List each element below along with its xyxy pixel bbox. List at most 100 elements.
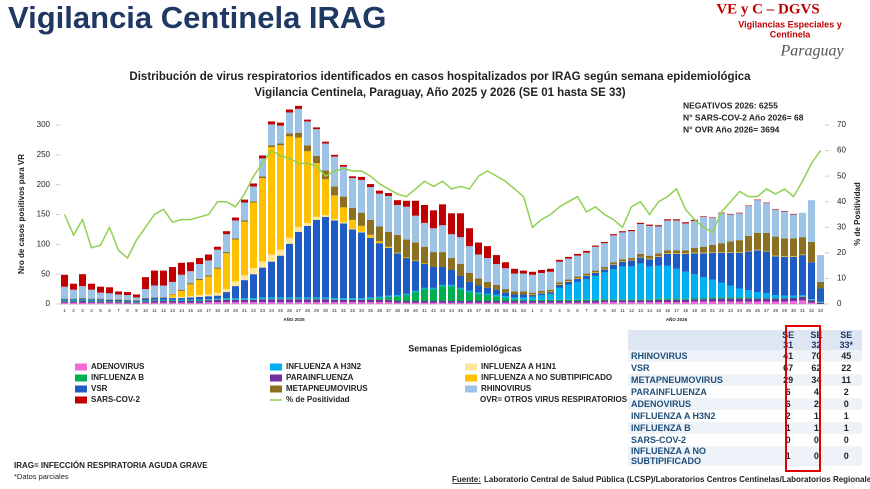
y2-tick-label: 20 — [837, 248, 846, 257]
x-tick-label: 19 — [224, 308, 230, 313]
bar-segment — [259, 261, 266, 268]
bar-segment — [313, 156, 320, 164]
bar-segment — [160, 299, 167, 301]
bar-segment — [259, 158, 266, 177]
bar-segment — [511, 268, 518, 274]
x-tick-label: 31 — [800, 308, 806, 313]
bar-segment — [700, 252, 707, 254]
bar-segment — [457, 301, 464, 303]
footnote: IRAG= INFECCIÓN RESPIRATORIA AGUDA GRAVE — [14, 461, 208, 470]
bar-segment — [214, 299, 221, 303]
bar-segment — [466, 246, 473, 273]
bar-segment — [241, 280, 248, 299]
bar-segment — [394, 234, 401, 253]
bar-segment — [151, 302, 158, 304]
bar-segment — [349, 299, 356, 300]
bar-segment — [142, 302, 149, 304]
bar-segment — [331, 186, 338, 196]
bar-segment — [277, 302, 284, 304]
bar-segment — [295, 137, 302, 228]
bar-segment — [673, 298, 680, 300]
bar-segment — [340, 166, 347, 197]
bar-segment — [151, 300, 158, 302]
bar-segment — [691, 252, 698, 254]
bar-segment — [79, 299, 86, 301]
bar-segment — [412, 260, 419, 262]
bar-segment — [349, 176, 356, 179]
bar-segment — [259, 302, 266, 304]
bar-segment — [466, 292, 473, 302]
bar-segment — [817, 288, 824, 302]
bar-segment — [376, 241, 383, 244]
bar-segment — [232, 238, 239, 240]
bar-segment — [313, 298, 320, 300]
bar-segment — [205, 254, 212, 261]
x-tick-label: 30 — [791, 308, 797, 313]
bar-segment — [556, 259, 563, 262]
bar-segment — [538, 295, 545, 300]
bar-segment — [142, 300, 149, 302]
bar-segment — [205, 299, 212, 300]
bar-segment — [556, 287, 563, 300]
bar-segment — [277, 255, 284, 298]
bar-segment — [637, 222, 644, 225]
bar-segment — [502, 268, 509, 290]
bar-segment — [700, 298, 707, 300]
bar-segment — [754, 298, 761, 302]
bar-segment — [340, 299, 347, 303]
bar-segment — [187, 301, 194, 303]
bar-segment — [259, 178, 266, 262]
bar-segment — [367, 187, 374, 220]
bar-segment — [457, 275, 464, 288]
x-tick-label: 5 — [99, 308, 102, 313]
bar-segment — [430, 210, 437, 229]
bar-segment — [196, 296, 203, 300]
bar-segment — [313, 219, 320, 298]
bar-segment — [628, 266, 635, 300]
bar-segment — [403, 258, 410, 294]
bar-segment — [250, 186, 257, 202]
bar-segment — [250, 201, 257, 203]
bar-segment — [646, 258, 653, 260]
bar-segment — [538, 290, 545, 293]
x-tick-label: 42 — [431, 308, 437, 313]
x-tick-label: 4 — [558, 308, 561, 313]
bar-segment — [97, 301, 104, 303]
bar-segment — [610, 234, 617, 236]
logo-subtitle: Vigilancias Especiales y — [738, 19, 841, 29]
bar-segment — [367, 302, 374, 304]
bar-segment — [439, 267, 446, 285]
bar-segment — [367, 219, 374, 235]
bar-segment — [214, 246, 221, 250]
bar-segment — [754, 199, 761, 201]
x-tick-label: 29 — [782, 308, 788, 313]
bar-segment — [817, 302, 824, 303]
bar-segment — [475, 293, 482, 302]
bar-segment — [448, 286, 455, 302]
bar-segment — [376, 190, 383, 194]
bar-segment — [547, 301, 554, 303]
bar-segment — [574, 281, 581, 300]
bar-segment — [394, 302, 401, 304]
bar-segment — [790, 238, 797, 257]
x-tick-label: 24 — [737, 308, 743, 313]
bar-segment — [295, 132, 302, 138]
name-cell: SARS-COV-2 — [631, 435, 687, 445]
bar-segment — [385, 193, 392, 197]
bar-segment — [259, 298, 266, 300]
bar-segment — [277, 122, 284, 126]
x-tick-label: 30 — [323, 308, 329, 313]
bar-segment — [808, 299, 815, 300]
bar-segment — [430, 252, 437, 268]
bar-segment — [340, 223, 347, 299]
bar-segment — [412, 292, 419, 302]
bar-segment — [223, 292, 230, 299]
bar-segment — [673, 253, 680, 269]
value-cell: 22 — [841, 363, 852, 373]
bar-segment — [79, 298, 86, 299]
bar-segment — [214, 295, 221, 299]
bar-segment — [268, 298, 275, 300]
bar-segment — [340, 298, 347, 300]
x-tick-label: 22 — [251, 308, 257, 313]
bar-segment — [619, 259, 626, 262]
